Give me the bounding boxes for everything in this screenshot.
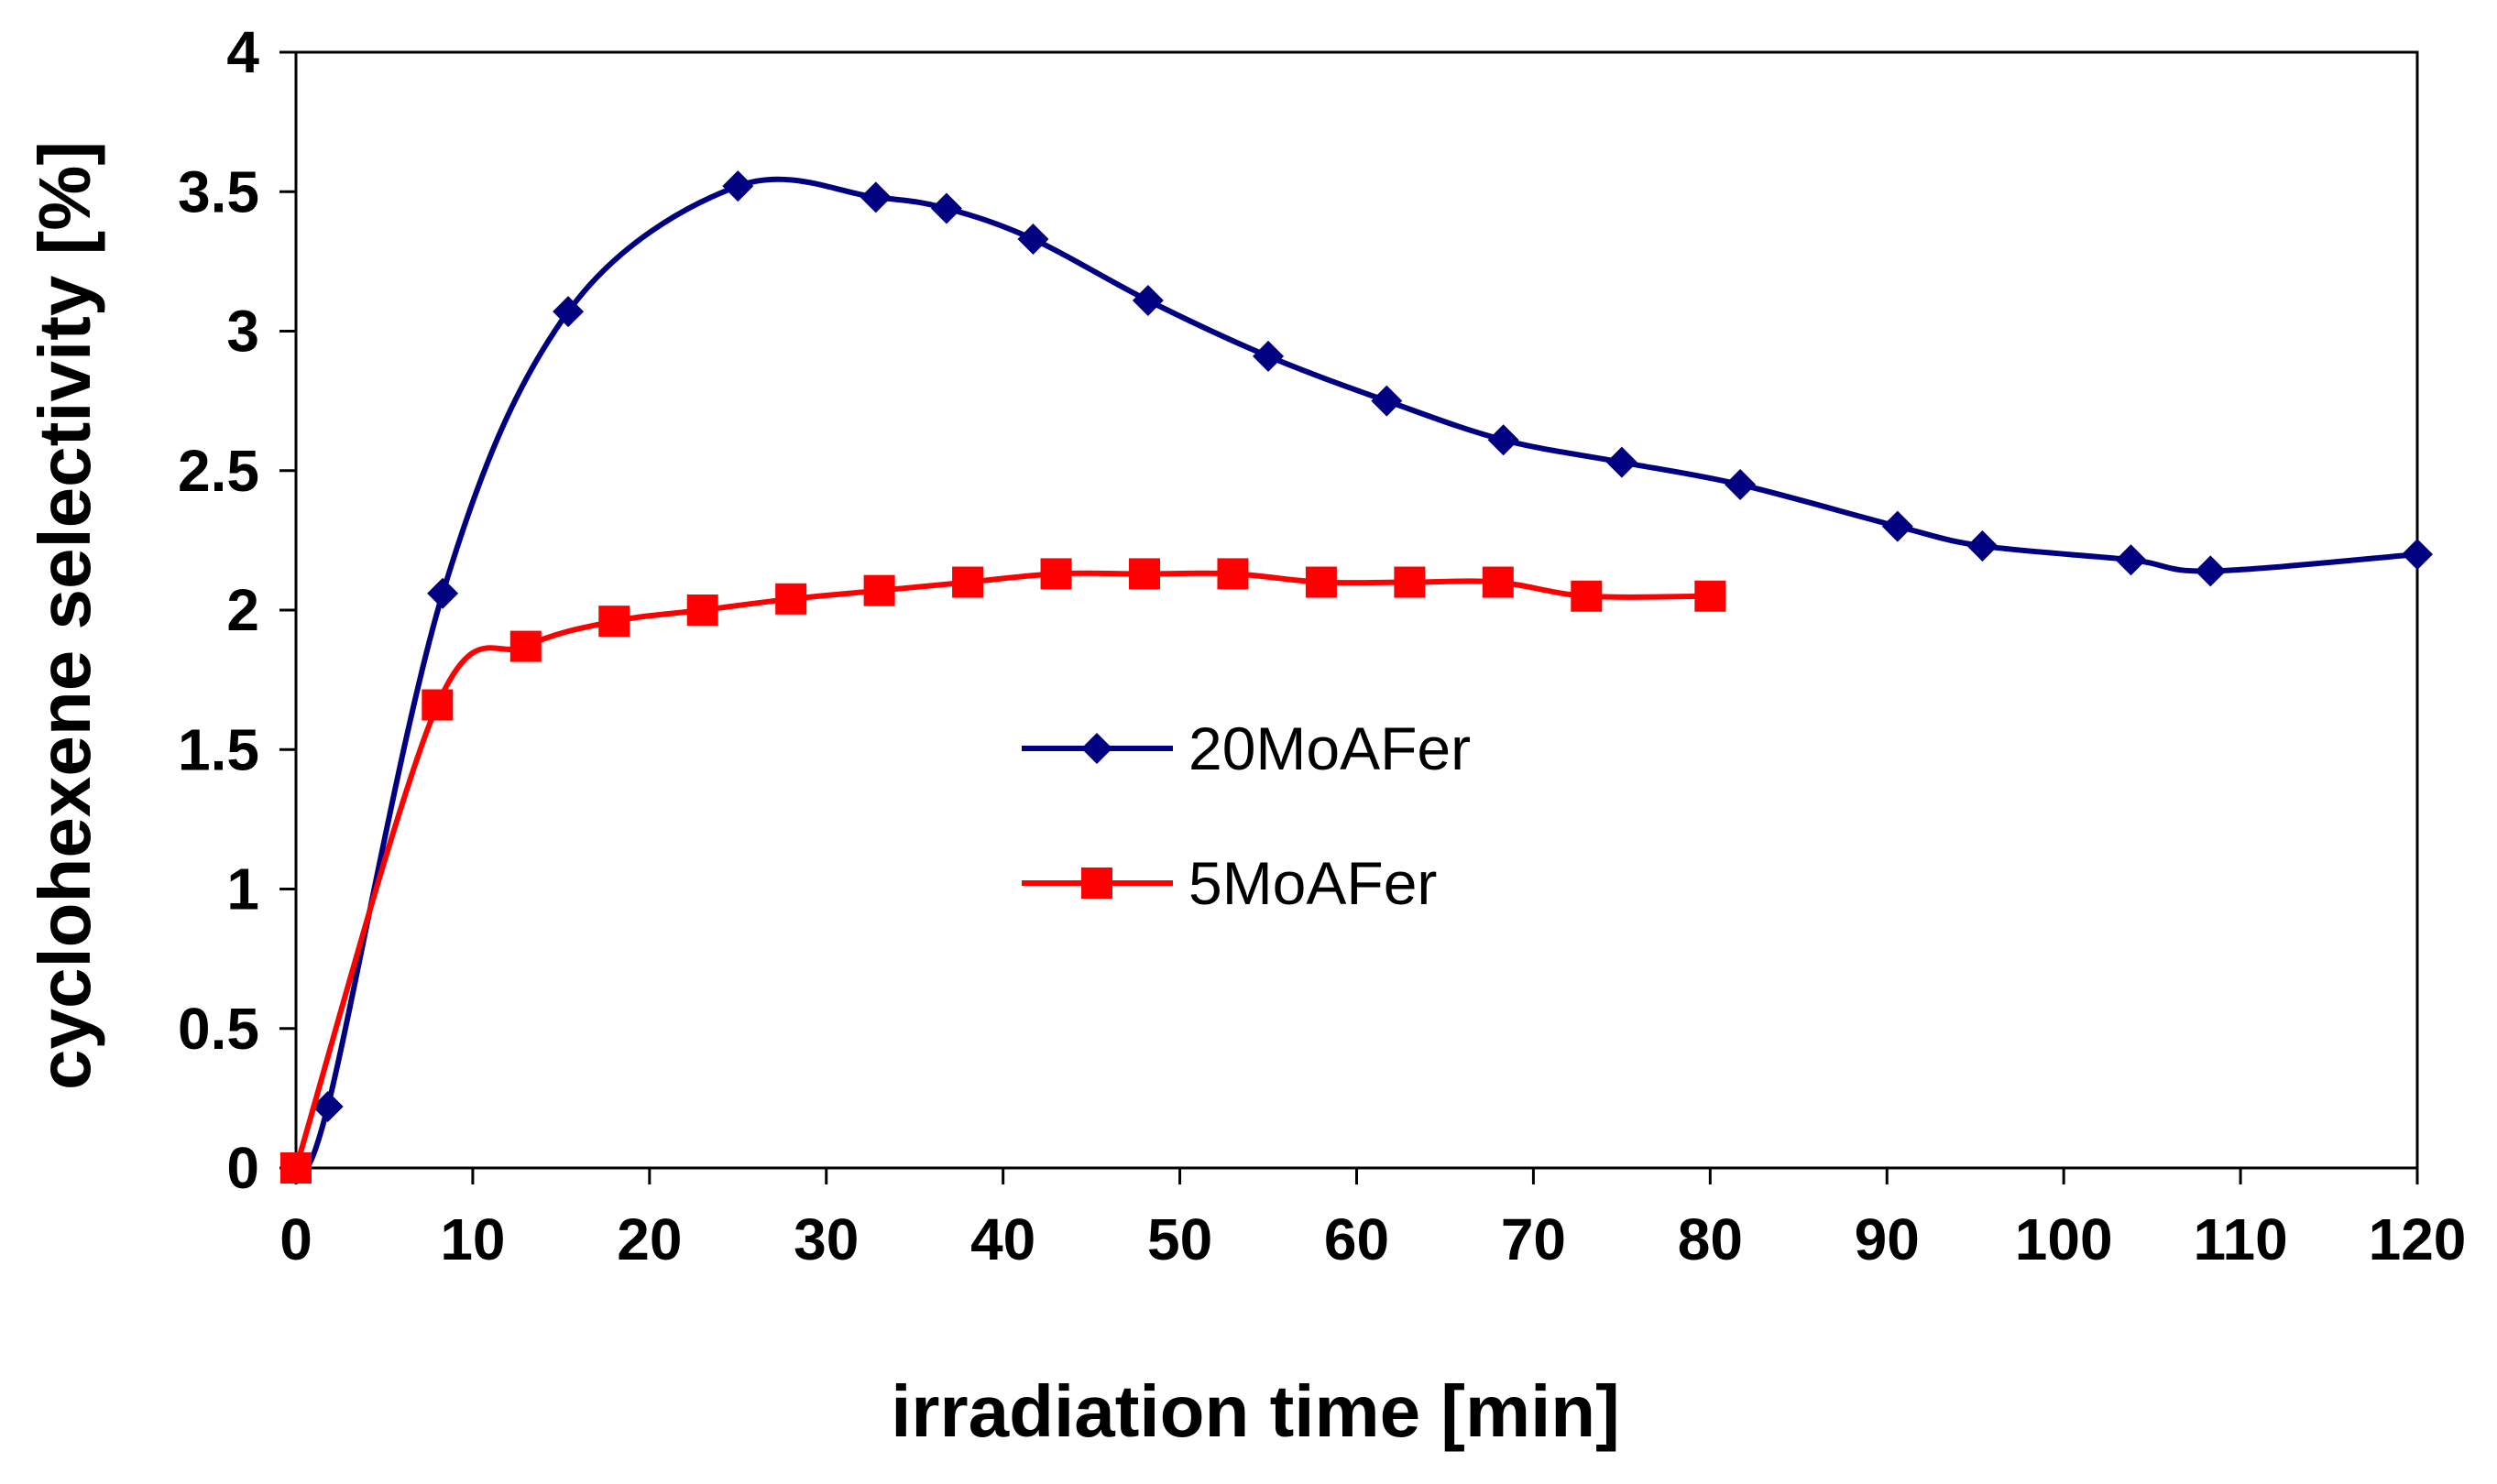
data-point: [1571, 580, 1603, 612]
x-tick-label: 70: [1501, 1206, 1566, 1272]
legend-marker: [1081, 733, 1112, 764]
data-point: [1725, 468, 1757, 500]
series-line: [293, 570, 1711, 1169]
data-point: [860, 181, 892, 213]
data-point: [2402, 539, 2433, 571]
data-point: [509, 630, 542, 662]
data-point: [1966, 529, 1999, 562]
data-point: [2115, 544, 2147, 576]
x-tick-label: 60: [1324, 1206, 1389, 1272]
data-point: [1217, 558, 1249, 590]
data-point: [280, 1152, 312, 1184]
data-point: [1017, 224, 1049, 256]
y-tick-label: 1: [226, 857, 259, 922]
data-point: [427, 577, 459, 609]
y-tick-label: 4: [226, 19, 259, 85]
data-point: [1605, 446, 1637, 478]
series-layer: [280, 170, 2433, 1184]
legend-item: 5MoAFer: [1022, 849, 1437, 917]
legend-label: 5MoAFer: [1188, 849, 1437, 917]
y-tick-label: 2: [226, 577, 259, 643]
y-tick-label: 0: [226, 1135, 259, 1201]
data-point: [1694, 580, 1726, 612]
y-tick-label: 0.5: [178, 996, 259, 1062]
x-tick-label: 10: [440, 1206, 505, 1272]
data-point: [1487, 424, 1519, 456]
data-point: [775, 583, 807, 615]
x-tick-label: 90: [1855, 1206, 1920, 1272]
x-tick-label: 50: [1147, 1206, 1212, 1272]
data-point: [722, 170, 754, 202]
y-axis: 0 0.5 1 1.5 2 2.5 3 3.5 4: [178, 19, 296, 1201]
x-tick-label: 80: [1678, 1206, 1743, 1272]
series-5MoAFer: [280, 558, 1726, 1184]
y-axis-title: cyclohexene selectivity [%]: [24, 141, 105, 1090]
legend-item: 20MoAFer: [1022, 715, 1471, 782]
x-tick-label: 0: [279, 1206, 312, 1272]
data-point: [1040, 558, 1072, 590]
data-point: [1394, 566, 1426, 598]
series-line: [293, 176, 2418, 1173]
data-point: [1305, 566, 1337, 598]
y-tick-label: 3.5: [178, 158, 259, 224]
data-point: [930, 192, 962, 224]
x-tick-label: 20: [617, 1206, 682, 1272]
x-tick-label: 120: [2369, 1206, 2467, 1272]
y-tick-label: 3: [226, 299, 259, 365]
data-point: [1129, 558, 1160, 590]
data-point: [952, 566, 984, 598]
x-tick-label: 30: [794, 1206, 859, 1272]
legend-label: 20MoAFer: [1188, 715, 1471, 782]
data-point: [1371, 385, 1403, 417]
data-point: [1253, 340, 1285, 372]
x-tick-label: 100: [2015, 1206, 2113, 1272]
series-20MoAFer: [280, 170, 2433, 1184]
legend-marker: [1081, 867, 1112, 899]
y-tick-label: 2.5: [178, 438, 259, 504]
x-tick-label: 110: [2193, 1206, 2287, 1272]
data-point: [2195, 555, 2227, 587]
data-point: [686, 595, 718, 626]
y-tick-label: 1.5: [178, 716, 259, 782]
data-point: [422, 689, 454, 721]
data-point: [312, 1091, 344, 1123]
x-axis: 0 10 20 30 40 50 60 70 80 90 100 110 120: [279, 1168, 2466, 1272]
legend: 20MoAFer 5MoAFer: [1022, 715, 1471, 917]
x-tick-label: 40: [970, 1206, 1035, 1272]
data-point: [1482, 566, 1514, 598]
data-point: [598, 606, 630, 638]
x-axis-title: irradiation time [min]: [891, 1370, 1620, 1452]
data-point: [553, 296, 585, 328]
data-point: [863, 574, 895, 606]
data-point: [1881, 510, 1913, 542]
data-point: [1132, 285, 1164, 317]
